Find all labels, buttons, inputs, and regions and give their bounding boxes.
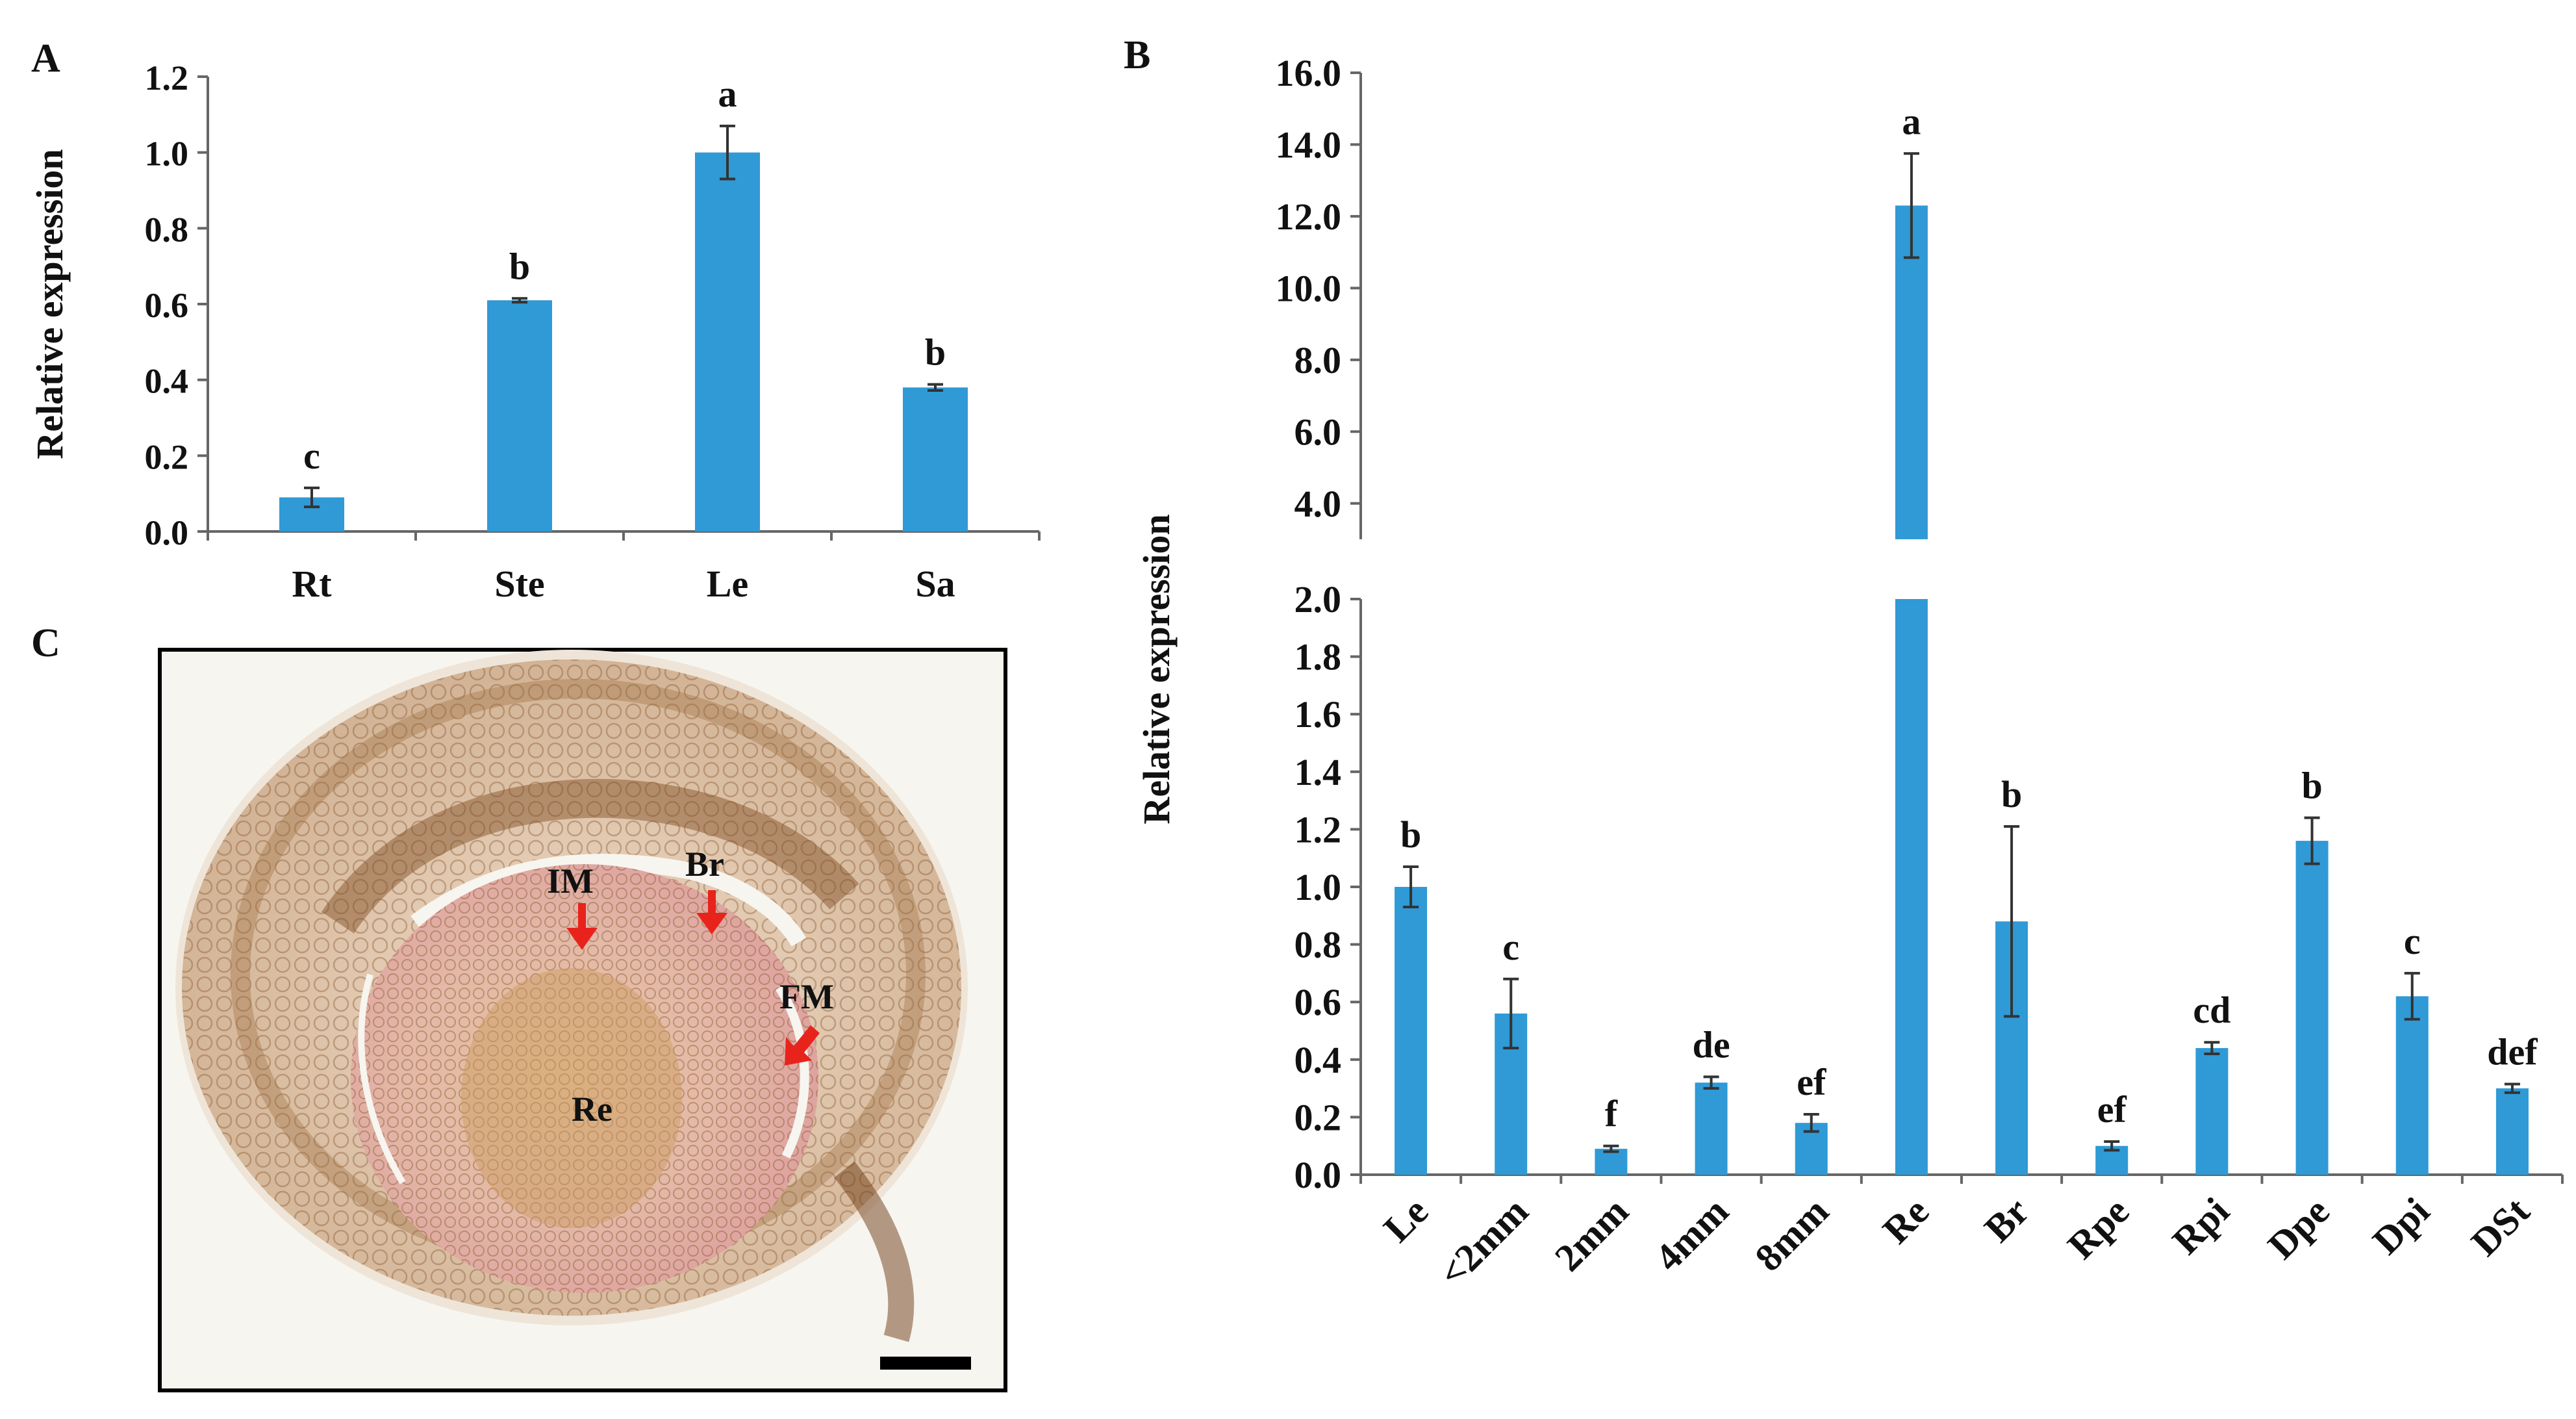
- x-tick-label-b: Dpi: [2364, 1190, 2438, 1263]
- arrow-im: [566, 903, 598, 950]
- y-tick-label-a: 0.0: [145, 513, 189, 552]
- label-re: Re: [572, 1090, 612, 1129]
- y-tick-label-b: 16.0: [1276, 52, 1342, 94]
- y-tick-label-a: 1.2: [145, 58, 189, 97]
- significance-letter-b: b: [2001, 773, 2022, 815]
- significance-letter-b: c: [2404, 920, 2421, 962]
- x-tick-label-b: 8mm: [1747, 1190, 1837, 1280]
- y-tick-label-b: 1.6: [1294, 693, 1342, 735]
- x-tick-label-b: Rpi: [2164, 1190, 2238, 1263]
- x-tick-label-a: Sa: [915, 563, 955, 605]
- significance-letter-b: de: [1693, 1023, 1730, 1066]
- x-tick-label-b: Dpe: [2260, 1190, 2338, 1268]
- significance-letter-a: b: [925, 331, 946, 374]
- chart-a: 0.0 0.2 0.4 0.6 0.8 1.0 1.2 Relative expression…: [29, 58, 1041, 605]
- arrow-fm: [785, 1025, 820, 1066]
- y-tick-label-a: 0.6: [145, 286, 189, 325]
- y-tick-label-b: 1.8: [1294, 636, 1342, 678]
- y-tick-label-a: 0.8: [145, 210, 189, 249]
- scale-bar: [880, 1357, 971, 1370]
- x-tick-label-b: Br: [1976, 1190, 2037, 1251]
- label-br: Br: [685, 845, 724, 884]
- x-tick-label-a: Rt: [292, 563, 332, 605]
- bar-b: [2295, 841, 2329, 1175]
- significance-letter-b: b: [2301, 765, 2322, 807]
- y-tick-label-b: 12.0: [1276, 196, 1342, 238]
- bar-a: [695, 152, 760, 531]
- bar-b: [2195, 1048, 2229, 1175]
- x-tick-label-b: DSt: [2463, 1190, 2538, 1264]
- y-axis-title-b: Relative expression: [1135, 514, 1178, 824]
- x-tick-label-a: Le: [707, 563, 748, 605]
- bar-b: [1595, 1149, 1628, 1175]
- significance-letter-a: c: [303, 435, 320, 477]
- y-tick-label-b: 1.2: [1294, 808, 1342, 850]
- x-tick-label-b: <2mm: [1431, 1190, 1537, 1296]
- bar-b: [1395, 887, 1428, 1175]
- panel-label-b: B: [1124, 33, 1150, 77]
- tissue-section: [175, 650, 968, 1342]
- bar-b: [1895, 599, 1928, 1175]
- x-tick-label-b: Le: [1375, 1190, 1436, 1251]
- significance-letter-b: a: [1902, 100, 1921, 142]
- y-tick-label-a: 0.2: [145, 437, 189, 476]
- y-tick-label-b: 8.0: [1294, 339, 1342, 381]
- label-im: IM: [547, 862, 594, 901]
- micrograph-panel-c: IM Br FM Re: [158, 648, 1007, 1392]
- significance-letter-b: c: [1502, 926, 1519, 968]
- y-tick-label-a: 1.0: [145, 134, 189, 173]
- bar-b: [1695, 1082, 1728, 1175]
- arrow-br: [696, 890, 727, 934]
- bar-b: [2395, 996, 2429, 1175]
- y-tick-label-b: 14.0: [1276, 123, 1342, 166]
- y-tick-label-b: 0.6: [1294, 981, 1342, 1023]
- y-tick-label-b: 2.0: [1294, 578, 1342, 620]
- y-tick-label-b: 10.0: [1276, 267, 1342, 309]
- y-tick-label-b: 0.4: [1294, 1039, 1342, 1081]
- x-tick-label-b: 2mm: [1547, 1190, 1637, 1280]
- significance-letter-b: b: [1400, 813, 1421, 856]
- label-fm: FM: [779, 977, 834, 1016]
- chart-b: 4.0 6.0 8.0 10.0 12.0 14.0 16.0 0.0 0.2 0.4 0.6 0.8…: [1135, 52, 2564, 1296]
- y-tick-label-a: 0.4: [145, 362, 189, 401]
- x-tick-label-a: Ste: [494, 563, 544, 605]
- significance-letter-b: def: [2487, 1030, 2538, 1073]
- significance-letter-b: cd: [2193, 989, 2230, 1031]
- x-tick-label-b: 4mm: [1647, 1190, 1737, 1280]
- panel-label-c: C: [31, 621, 60, 665]
- panel-label-a: A: [31, 36, 60, 81]
- bar-b: [2495, 1088, 2529, 1175]
- y-tick-label-b: 0.8: [1294, 924, 1342, 966]
- bar-b-upper: [1895, 205, 1928, 539]
- significance-letter-b: f: [1605, 1093, 1618, 1135]
- y-tick-label-b: 4.0: [1294, 483, 1342, 525]
- significance-letter-a: a: [718, 73, 737, 115]
- y-tick-label-b: 0.2: [1294, 1096, 1342, 1138]
- significance-letter-b: ef: [1797, 1061, 1826, 1103]
- y-tick-label-b: 6.0: [1294, 411, 1342, 453]
- y-tick-label-b: 1.0: [1294, 866, 1342, 908]
- x-tick-label-b: Re: [1875, 1190, 1937, 1252]
- y-tick-label-b: 1.4: [1294, 751, 1342, 793]
- y-axis-title-a: Relative expression: [29, 149, 71, 459]
- bar-a: [903, 387, 968, 531]
- x-tick-label-b: Rpe: [2060, 1190, 2138, 1268]
- y-tick-label-b: 0.0: [1294, 1154, 1342, 1196]
- significance-letter-a: b: [509, 245, 530, 287]
- significance-letter-b: ef: [2097, 1088, 2127, 1131]
- bar-a: [487, 300, 552, 531]
